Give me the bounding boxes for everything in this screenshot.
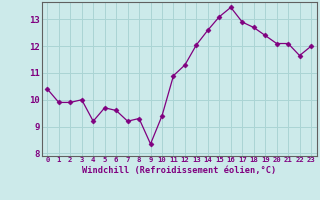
X-axis label: Windchill (Refroidissement éolien,°C): Windchill (Refroidissement éolien,°C) [82,166,276,175]
